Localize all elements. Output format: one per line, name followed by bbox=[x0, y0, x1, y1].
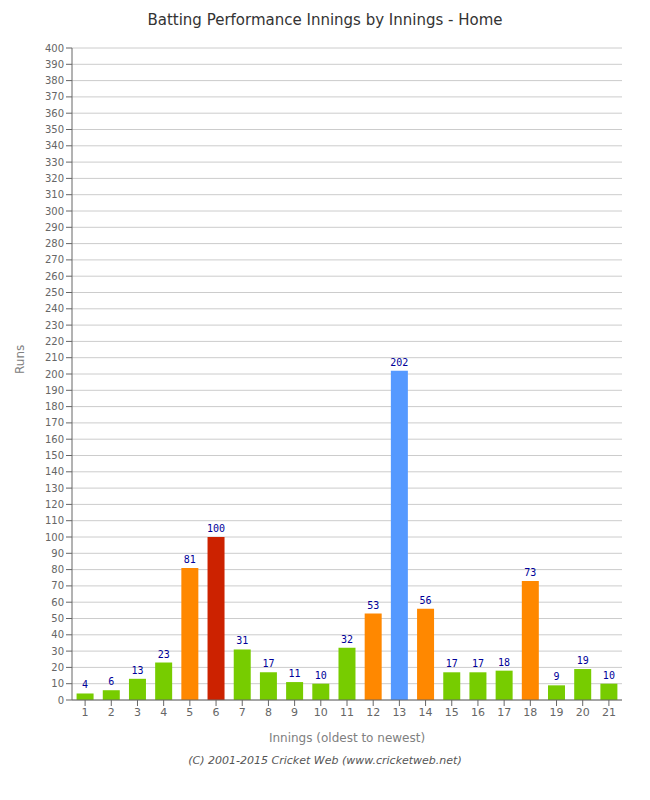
svg-text:18: 18 bbox=[498, 657, 510, 668]
svg-text:260: 260 bbox=[45, 271, 64, 282]
svg-text:210: 210 bbox=[45, 352, 64, 363]
svg-text:300: 300 bbox=[45, 206, 64, 217]
svg-text:170: 170 bbox=[45, 417, 64, 428]
svg-text:32: 32 bbox=[341, 634, 353, 645]
svg-text:21: 21 bbox=[602, 706, 616, 719]
svg-text:160: 160 bbox=[45, 434, 64, 445]
svg-text:31: 31 bbox=[236, 635, 248, 646]
svg-text:60: 60 bbox=[51, 597, 64, 608]
svg-text:18: 18 bbox=[523, 706, 537, 719]
svg-text:56: 56 bbox=[420, 595, 432, 606]
svg-text:270: 270 bbox=[45, 254, 64, 265]
svg-text:10: 10 bbox=[51, 678, 64, 689]
svg-text:390: 390 bbox=[45, 59, 64, 70]
svg-text:50: 50 bbox=[51, 613, 64, 624]
svg-text:30: 30 bbox=[51, 646, 64, 657]
svg-text:370: 370 bbox=[45, 91, 64, 102]
svg-text:150: 150 bbox=[45, 450, 64, 461]
svg-text:15: 15 bbox=[445, 706, 459, 719]
svg-text:380: 380 bbox=[45, 75, 64, 86]
svg-text:10: 10 bbox=[314, 706, 328, 719]
svg-text:16: 16 bbox=[471, 706, 485, 719]
svg-text:14: 14 bbox=[419, 706, 433, 719]
svg-text:100: 100 bbox=[207, 523, 225, 534]
svg-text:0: 0 bbox=[58, 695, 64, 706]
svg-text:350: 350 bbox=[45, 124, 64, 135]
html-text:Batting Performance Innings by: Batting Performance Innings by Innings -… bbox=[147, 11, 503, 29]
svg-text:7: 7 bbox=[239, 706, 246, 719]
svg-text:360: 360 bbox=[45, 108, 64, 119]
svg-text:70: 70 bbox=[51, 580, 64, 591]
svg-text:17: 17 bbox=[497, 706, 511, 719]
svg-text:140: 140 bbox=[45, 466, 64, 477]
svg-text:4: 4 bbox=[160, 706, 167, 719]
svg-text:8: 8 bbox=[265, 706, 272, 719]
svg-text:17: 17 bbox=[446, 658, 458, 669]
svg-text:20: 20 bbox=[51, 662, 64, 673]
html-text:(C) 2001-2015 Cricket Web (www: (C) 2001-2015 Cricket Web (www.cricketwe… bbox=[188, 754, 462, 767]
svg-text:6: 6 bbox=[213, 706, 220, 719]
svg-text:130: 130 bbox=[45, 483, 64, 494]
svg-text:Runs: Runs bbox=[13, 345, 27, 374]
svg-text:10: 10 bbox=[603, 670, 615, 681]
svg-text:40: 40 bbox=[51, 629, 64, 640]
svg-text:11: 11 bbox=[289, 668, 301, 679]
svg-text:9: 9 bbox=[553, 671, 559, 682]
svg-text:19: 19 bbox=[550, 706, 564, 719]
svg-text:23: 23 bbox=[158, 649, 170, 660]
svg-text:17: 17 bbox=[262, 658, 274, 669]
svg-text:110: 110 bbox=[45, 515, 64, 526]
svg-text:6: 6 bbox=[108, 676, 114, 687]
svg-text:11: 11 bbox=[340, 706, 354, 719]
svg-text:240: 240 bbox=[45, 303, 64, 314]
svg-text:90: 90 bbox=[51, 548, 64, 559]
svg-text:81: 81 bbox=[184, 554, 196, 565]
svg-text:13: 13 bbox=[392, 706, 406, 719]
svg-text:290: 290 bbox=[45, 222, 64, 233]
svg-text:10: 10 bbox=[315, 670, 327, 681]
svg-text:1: 1 bbox=[82, 706, 89, 719]
svg-text:400: 400 bbox=[45, 43, 64, 54]
svg-text:120: 120 bbox=[45, 499, 64, 510]
svg-text:13: 13 bbox=[131, 665, 143, 676]
svg-text:340: 340 bbox=[45, 140, 64, 151]
svg-text:17: 17 bbox=[472, 658, 484, 669]
svg-text:2: 2 bbox=[108, 706, 115, 719]
svg-text:12: 12 bbox=[366, 706, 380, 719]
svg-text:250: 250 bbox=[45, 287, 64, 298]
svg-text:80: 80 bbox=[51, 564, 64, 575]
svg-text:5: 5 bbox=[186, 706, 193, 719]
svg-text:320: 320 bbox=[45, 173, 64, 184]
svg-text:100: 100 bbox=[45, 532, 64, 543]
svg-text:4: 4 bbox=[82, 679, 88, 690]
svg-text:3: 3 bbox=[134, 706, 141, 719]
svg-text:19: 19 bbox=[577, 655, 589, 666]
svg-text:20: 20 bbox=[576, 706, 590, 719]
svg-text:220: 220 bbox=[45, 336, 64, 347]
svg-text:200: 200 bbox=[45, 369, 64, 380]
svg-text:330: 330 bbox=[45, 157, 64, 168]
svg-text:73: 73 bbox=[524, 567, 536, 578]
svg-text:230: 230 bbox=[45, 320, 64, 331]
svg-text:310: 310 bbox=[45, 189, 64, 200]
svg-text:9: 9 bbox=[291, 706, 298, 719]
svg-text:Innings (oldest to newest): Innings (oldest to newest) bbox=[269, 731, 425, 745]
svg-text:280: 280 bbox=[45, 238, 64, 249]
svg-text:190: 190 bbox=[45, 385, 64, 396]
svg-text:53: 53 bbox=[367, 600, 379, 611]
svg-text:180: 180 bbox=[45, 401, 64, 412]
svg-text:202: 202 bbox=[390, 357, 408, 368]
